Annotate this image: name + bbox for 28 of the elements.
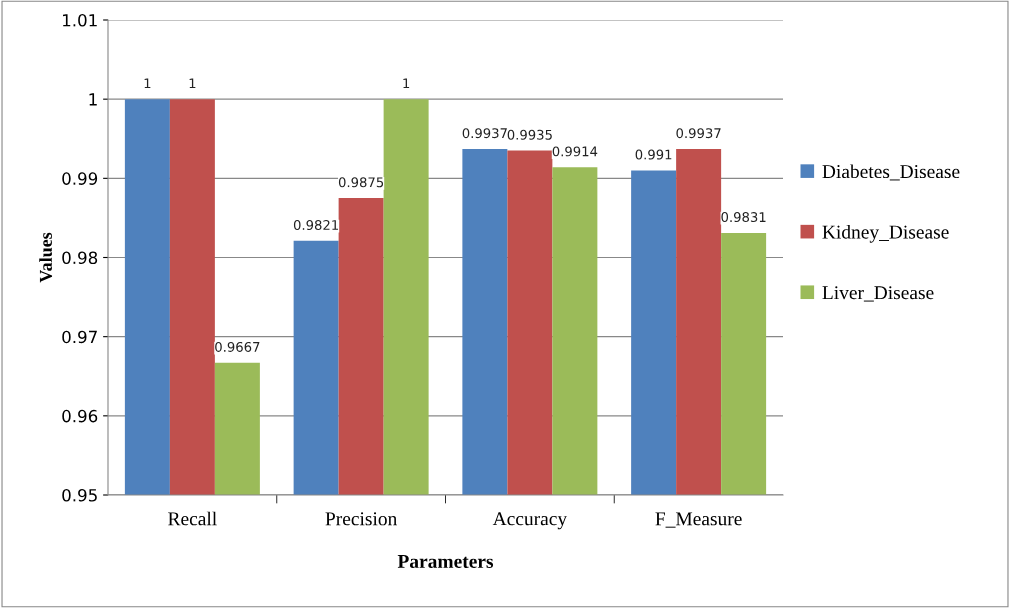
x-axis-title: Parameters — [397, 555, 494, 568]
data-label: 0.991 — [635, 149, 672, 160]
data-label: 0.9937 — [676, 128, 721, 139]
legend-label: Kidney_Disease — [822, 224, 949, 243]
data-label: 0.9875 — [338, 177, 384, 188]
data-label: 1 — [403, 78, 410, 89]
y-tick-label: 0.98 — [62, 251, 98, 265]
y-axis-title: Values — [39, 232, 53, 283]
y-tick-label: 1 — [89, 93, 97, 106]
data-label: 1 — [189, 78, 196, 89]
legend-label: Diabetes_Disease — [822, 164, 960, 181]
data-label: 0.9667 — [215, 341, 260, 352]
data-label: 1 — [144, 78, 151, 89]
x-tick-label: Accuracy — [492, 512, 568, 530]
y-tick-label: 0.99 — [62, 172, 98, 185]
x-tick-label: Recall — [168, 511, 217, 526]
x-tick-label: Precision — [325, 512, 398, 526]
x-tick-label: F_Measure — [655, 512, 742, 528]
data-label: 0.9937 — [462, 128, 507, 139]
y-tick-label: 0.97 — [62, 330, 97, 344]
legend-label: Liver_Disease — [822, 286, 934, 302]
data-label: 0.9821 — [293, 220, 338, 230]
data-label: 0.9935 — [507, 129, 552, 140]
data-label: 0.9831 — [721, 212, 766, 223]
y-tick-label: 0.95 — [62, 488, 97, 502]
data-label: 0.9914 — [552, 146, 598, 157]
y-tick-label: 0.96 — [62, 409, 98, 423]
y-tick-label: 1.01 — [63, 13, 97, 27]
